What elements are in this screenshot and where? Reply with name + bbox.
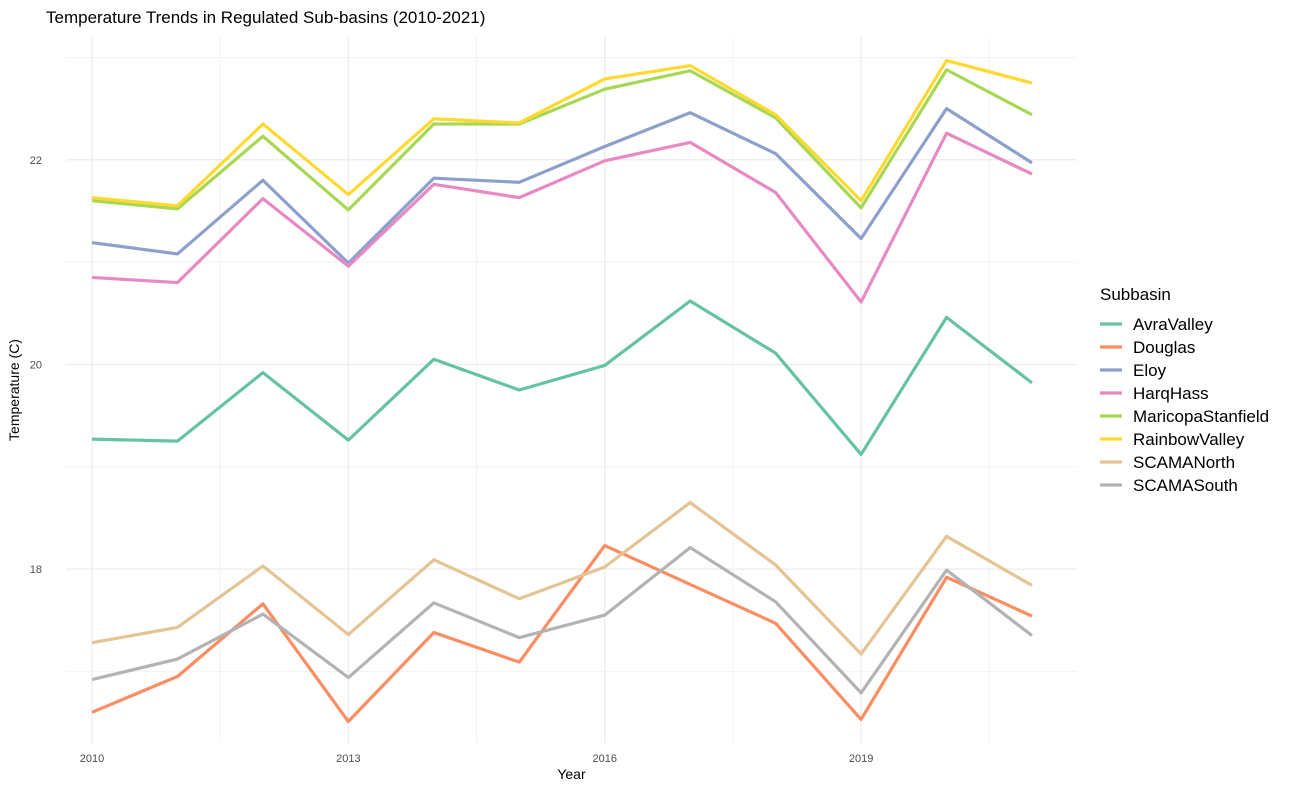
series-lines [91, 58, 1033, 724]
series-line-maricopastanfield [91, 68, 1033, 212]
y-axis-title: Temperature (C) [6, 339, 22, 441]
chart-title: Temperature Trends in Regulated Sub-basi… [46, 8, 485, 27]
series-line-rainbowvalley [91, 58, 1033, 208]
series-line-harqhass [91, 131, 1033, 304]
x-tick-label: 2019 [849, 753, 873, 765]
series-line-scamasouth [91, 545, 1033, 695]
legend-label-douglas: Douglas [1133, 338, 1195, 357]
legend-label-scamanorth: SCAMANorth [1133, 453, 1235, 472]
x-tick-label: 2013 [336, 753, 360, 765]
legend-label-avravalley: AvraValley [1133, 315, 1213, 334]
x-axis-ticks: 2010 2013 2016 2019 [80, 753, 874, 765]
series-line-eloy [91, 107, 1033, 265]
x-axis-title: Year [557, 766, 586, 782]
x-tick-label: 2010 [80, 753, 104, 765]
y-tick-label: 20 [30, 359, 42, 371]
legend-label-harqhass: HarqHass [1133, 384, 1209, 403]
y-axis-ticks: 18 20 22 [30, 155, 42, 576]
x-tick-label: 2016 [592, 753, 616, 765]
series-line-douglas [91, 543, 1033, 724]
legend-label-rainbowvalley: RainbowValley [1133, 430, 1245, 449]
legend-label-eloy: Eloy [1133, 361, 1167, 380]
legend-label-scamasouth: SCAMASouth [1133, 476, 1238, 495]
legend-title: Subbasin [1100, 285, 1171, 304]
grid-lines [66, 37, 1077, 743]
series-line-avravalley [91, 299, 1033, 457]
legend: AvraValley Douglas Eloy HarqHass MaricopaSta… [1100, 315, 1269, 495]
series-line-scamanorth [91, 500, 1033, 656]
y-tick-label: 18 [30, 564, 42, 576]
legend-label-maricopastanfield: MaricopaStanfield [1133, 407, 1269, 426]
y-tick-label: 22 [30, 155, 42, 167]
